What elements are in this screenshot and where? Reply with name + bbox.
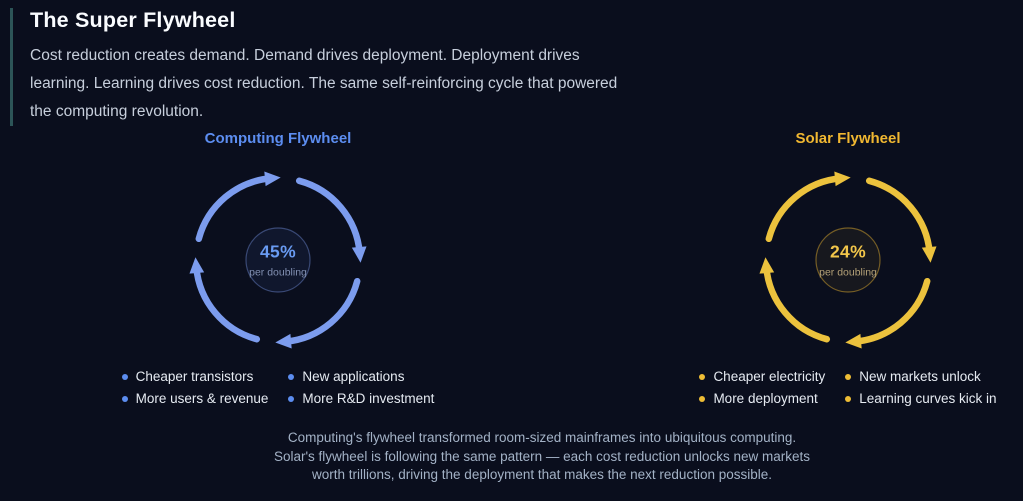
- bullet-dot-icon: [699, 373, 706, 380]
- bullet-dot-icon: [288, 373, 295, 380]
- bullet-dot-icon: [288, 395, 295, 402]
- bullet-label: Cheaper electricity: [713, 369, 826, 384]
- footer-line: Solar's flywheel is following the same p…: [273, 448, 811, 464]
- page-subtitle: Cost reduction creates demand. Demand dr…: [30, 47, 618, 120]
- computing-flywheel-section: Computing Flywheel 45% per doubling Chea…: [121, 130, 434, 407]
- bullet-label: Learning curves kick in: [859, 391, 997, 406]
- bullet-item: More R&D investment: [288, 390, 434, 407]
- bullet-item: More deployment: [699, 390, 825, 407]
- footer-line: Computing's flywheel transformed room-si…: [287, 430, 797, 445]
- solar-flywheel-section: Solar Flywheel 24% per doubling Cheaper …: [698, 130, 998, 407]
- solar-bullet-list: Cheaper electricity New markets unlock M…: [698, 368, 998, 407]
- computing-flywheel-title: Computing Flywheel: [204, 130, 352, 147]
- footer-line: worth trillions, driving the deployment …: [312, 467, 772, 482]
- bullet-dot-icon: [845, 395, 852, 402]
- bullet-label: More users & revenue: [135, 391, 269, 406]
- computing-cycle-arrows-icon: [189, 171, 367, 349]
- computing-flywheel-diagram: 45% per doubling: [178, 160, 378, 360]
- bullet-item: Learning curves kick in: [845, 390, 997, 407]
- bullet-item: Cheaper transistors: [121, 368, 269, 385]
- bullet-item: New applications: [288, 368, 434, 385]
- bullet-item: More users & revenue: [121, 390, 269, 407]
- solar-flywheel-title: Solar Flywheel: [795, 130, 901, 147]
- bullet-label: New markets unlock: [859, 369, 981, 384]
- bullet-item: New markets unlock: [845, 368, 996, 385]
- bullet-dot-icon: [121, 395, 128, 402]
- bullet-dot-icon: [699, 395, 706, 402]
- page-title: The Super Flywheel: [30, 8, 236, 32]
- bullet-label: More R&D investment: [302, 391, 435, 406]
- solar-flywheel-diagram: 24% per doubling: [748, 160, 948, 360]
- computing-bullet-list: Cheaper transistors New applications Mor…: [121, 368, 434, 407]
- bullet-dot-icon: [845, 373, 852, 380]
- bullet-label: Cheaper transistors: [135, 369, 254, 384]
- header: The Super Flywheel Cost reduction create…: [10, 8, 626, 126]
- bullet-item: Cheaper electricity: [699, 368, 825, 385]
- bullet-label: More deployment: [713, 391, 818, 406]
- bullet-label: New applications: [302, 369, 405, 384]
- bullet-dot-icon: [121, 373, 128, 380]
- footer-note: Computing's flywheel transformed room-si…: [62, 429, 1022, 485]
- solar-cycle-arrows-icon: [759, 171, 937, 349]
